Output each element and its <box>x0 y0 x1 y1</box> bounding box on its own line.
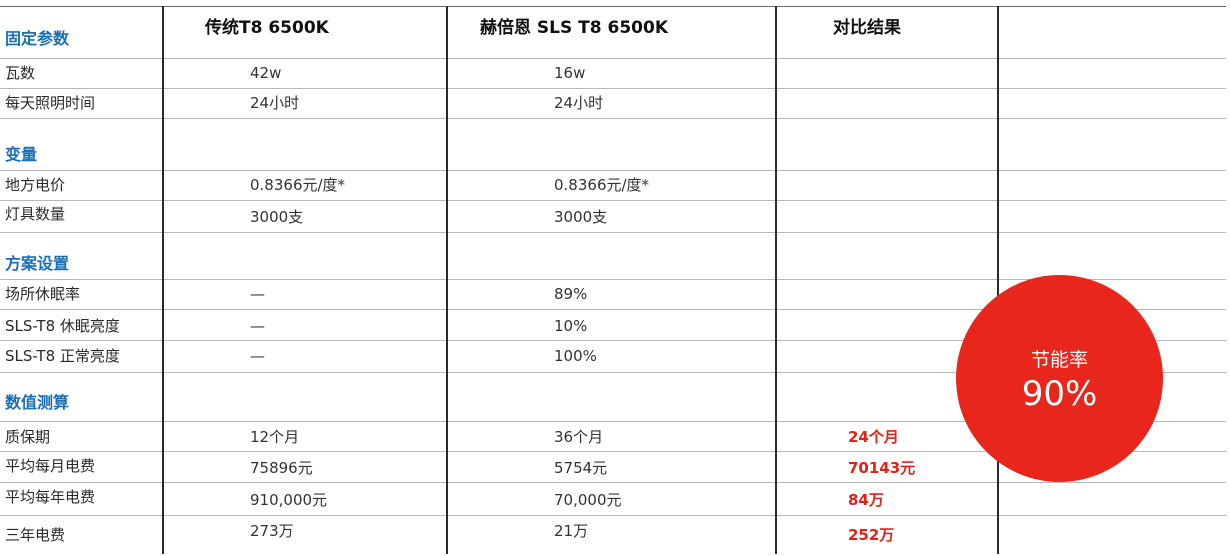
traditional-value: — <box>250 347 265 365</box>
traditional-value: 42w <box>250 64 282 82</box>
row-divider <box>0 482 1226 483</box>
sls-value: 5754元 <box>554 459 608 477</box>
row-label: 平均每月电费 <box>5 457 96 475</box>
sls-value: 24小时 <box>554 94 604 112</box>
energy-saving-badge: 节能率 90% <box>956 275 1163 482</box>
row-divider <box>0 58 1226 59</box>
row-label: SLS-T8 正常亮度 <box>5 347 120 365</box>
result-value: 252万 <box>848 526 895 544</box>
badge-value: 90% <box>1021 374 1098 414</box>
traditional-value: 910,000元 <box>250 491 328 509</box>
sls-value: 3000支 <box>554 208 608 226</box>
row-label: 每天照明时间 <box>5 94 96 112</box>
result-value: 70143元 <box>848 459 916 477</box>
row-divider <box>0 340 1226 341</box>
row-divider <box>0 451 1226 452</box>
header-traditional: 传统T8 6500K <box>205 18 329 38</box>
row-label: 场所休眠率 <box>5 285 81 303</box>
row-divider <box>0 309 1226 310</box>
row-label: 质保期 <box>5 428 51 446</box>
section-variables: 变量 <box>5 145 38 164</box>
traditional-value: 75896元 <box>250 459 313 477</box>
result-value: 24个月 <box>848 428 899 446</box>
row-label: 平均每年电费 <box>5 488 96 506</box>
row-divider <box>0 421 1226 422</box>
column-divider <box>446 6 448 554</box>
badge-label: 节能率 <box>1030 349 1088 371</box>
row-divider <box>0 88 1226 89</box>
section-scheme: 方案设置 <box>5 254 70 273</box>
traditional-value: 12个月 <box>250 428 300 446</box>
traditional-value: 0.8366元/度* <box>250 176 346 194</box>
traditional-value: — <box>250 285 265 303</box>
traditional-value: 3000支 <box>250 208 304 226</box>
row-divider <box>0 279 1226 280</box>
header-sls: 赫倍恩 SLS T8 6500K <box>480 18 668 38</box>
row-label: SLS-T8 休眠亮度 <box>5 317 120 335</box>
result-value: 84万 <box>848 491 884 509</box>
row-divider <box>0 515 1226 516</box>
sls-value: 21万 <box>554 522 589 540</box>
sls-value: 100% <box>554 347 597 365</box>
section-calculation: 数值测算 <box>5 393 70 412</box>
row-divider <box>0 200 1226 201</box>
row-divider <box>0 118 1226 119</box>
sls-value: 36个月 <box>554 428 604 446</box>
column-divider <box>162 6 164 554</box>
row-divider <box>0 232 1226 233</box>
row-label: 三年电费 <box>5 526 66 544</box>
row-divider <box>0 170 1226 171</box>
sls-value: 16w <box>554 64 586 82</box>
traditional-value: — <box>250 317 265 335</box>
traditional-value: 24小时 <box>250 94 300 112</box>
row-label: 瓦数 <box>5 64 36 82</box>
sls-value: 0.8366元/度* <box>554 176 650 194</box>
column-divider <box>775 6 777 554</box>
row-label: 灯具数量 <box>5 205 66 223</box>
row-label: 地方电价 <box>5 176 66 194</box>
sls-value: 70,000元 <box>554 491 622 509</box>
sls-value: 10% <box>554 317 588 335</box>
traditional-value: 273万 <box>250 522 294 540</box>
section-fixed-params: 固定参数 <box>5 29 70 48</box>
column-divider <box>997 6 999 554</box>
sls-value: 89% <box>554 285 588 303</box>
row-divider <box>0 372 1226 373</box>
table-top-border <box>0 6 1226 7</box>
header-result: 对比结果 <box>833 18 901 38</box>
